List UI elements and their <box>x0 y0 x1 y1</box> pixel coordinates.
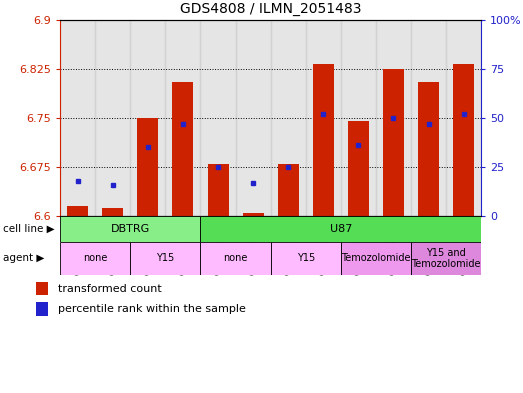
Bar <box>306 20 341 216</box>
Text: Y15: Y15 <box>297 253 315 263</box>
Bar <box>173 82 194 216</box>
Bar <box>60 20 95 216</box>
Bar <box>411 242 481 275</box>
Bar <box>102 208 123 216</box>
Text: Y15 and
Temozolomide: Y15 and Temozolomide <box>411 248 481 269</box>
Bar <box>313 64 334 216</box>
Text: none: none <box>223 253 248 263</box>
Bar <box>446 20 481 216</box>
Text: none: none <box>83 253 107 263</box>
Text: transformed count: transformed count <box>58 284 162 294</box>
Bar <box>60 216 200 242</box>
Bar <box>200 216 481 242</box>
Text: DBTRG: DBTRG <box>111 224 150 234</box>
Bar <box>453 64 474 216</box>
Bar <box>95 20 130 216</box>
Text: U87: U87 <box>329 224 352 234</box>
Bar <box>383 69 404 216</box>
Bar <box>271 242 341 275</box>
Bar <box>200 20 235 216</box>
Bar <box>341 20 376 216</box>
Text: Y15: Y15 <box>156 253 175 263</box>
Bar <box>271 20 306 216</box>
Bar <box>278 164 299 216</box>
Bar <box>348 121 369 216</box>
Text: cell line ▶: cell line ▶ <box>3 224 54 234</box>
Bar <box>235 20 271 216</box>
Bar <box>411 20 446 216</box>
Bar <box>341 242 411 275</box>
Bar <box>130 242 200 275</box>
Text: percentile rank within the sample: percentile rank within the sample <box>58 304 246 314</box>
Text: Temozolomide: Temozolomide <box>341 253 411 263</box>
Bar <box>376 20 411 216</box>
Bar <box>36 302 48 316</box>
Title: GDS4808 / ILMN_2051483: GDS4808 / ILMN_2051483 <box>180 2 361 16</box>
Bar <box>243 213 264 216</box>
Bar <box>418 82 439 216</box>
Bar <box>138 118 158 216</box>
Bar <box>165 20 200 216</box>
Bar <box>208 164 229 216</box>
Text: agent ▶: agent ▶ <box>3 253 44 263</box>
Bar <box>200 242 271 275</box>
Bar <box>67 206 88 216</box>
Bar <box>36 282 48 296</box>
Bar <box>130 20 165 216</box>
Bar <box>60 242 130 275</box>
